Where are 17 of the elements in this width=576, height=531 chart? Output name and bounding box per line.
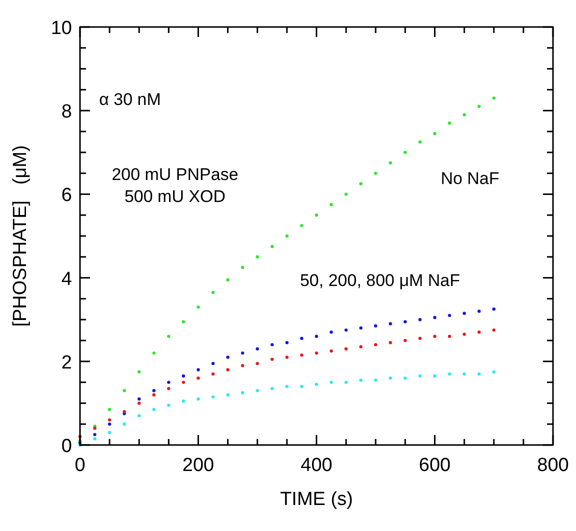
- y-tick-label: 0: [61, 436, 72, 457]
- annotation: 200 mU PNPase 500 mU XOD: [112, 165, 238, 206]
- x-tick-label: 400: [300, 455, 332, 476]
- y-tick-label: 6: [61, 185, 72, 206]
- annotation: 50, 200, 800 μM NaF: [300, 271, 460, 290]
- y-tick-label: 10: [50, 18, 72, 39]
- x-axis-title: TIME (s): [280, 489, 353, 510]
- y-axis-title: [PHOSPHATE] (μM): [10, 145, 31, 327]
- x-tick-label: 800: [537, 455, 569, 476]
- x-tick-label: 0: [74, 455, 86, 476]
- y-tick-label: 8: [61, 102, 72, 123]
- y-tick-label: 4: [61, 268, 72, 290]
- x-tick-label: 200: [182, 455, 214, 476]
- annotation: No NaF: [440, 169, 500, 188]
- y-tick-label: 2: [61, 352, 72, 374]
- annotation: α 30 nM: [99, 90, 161, 109]
- x-tick-label: 600: [418, 455, 451, 476]
